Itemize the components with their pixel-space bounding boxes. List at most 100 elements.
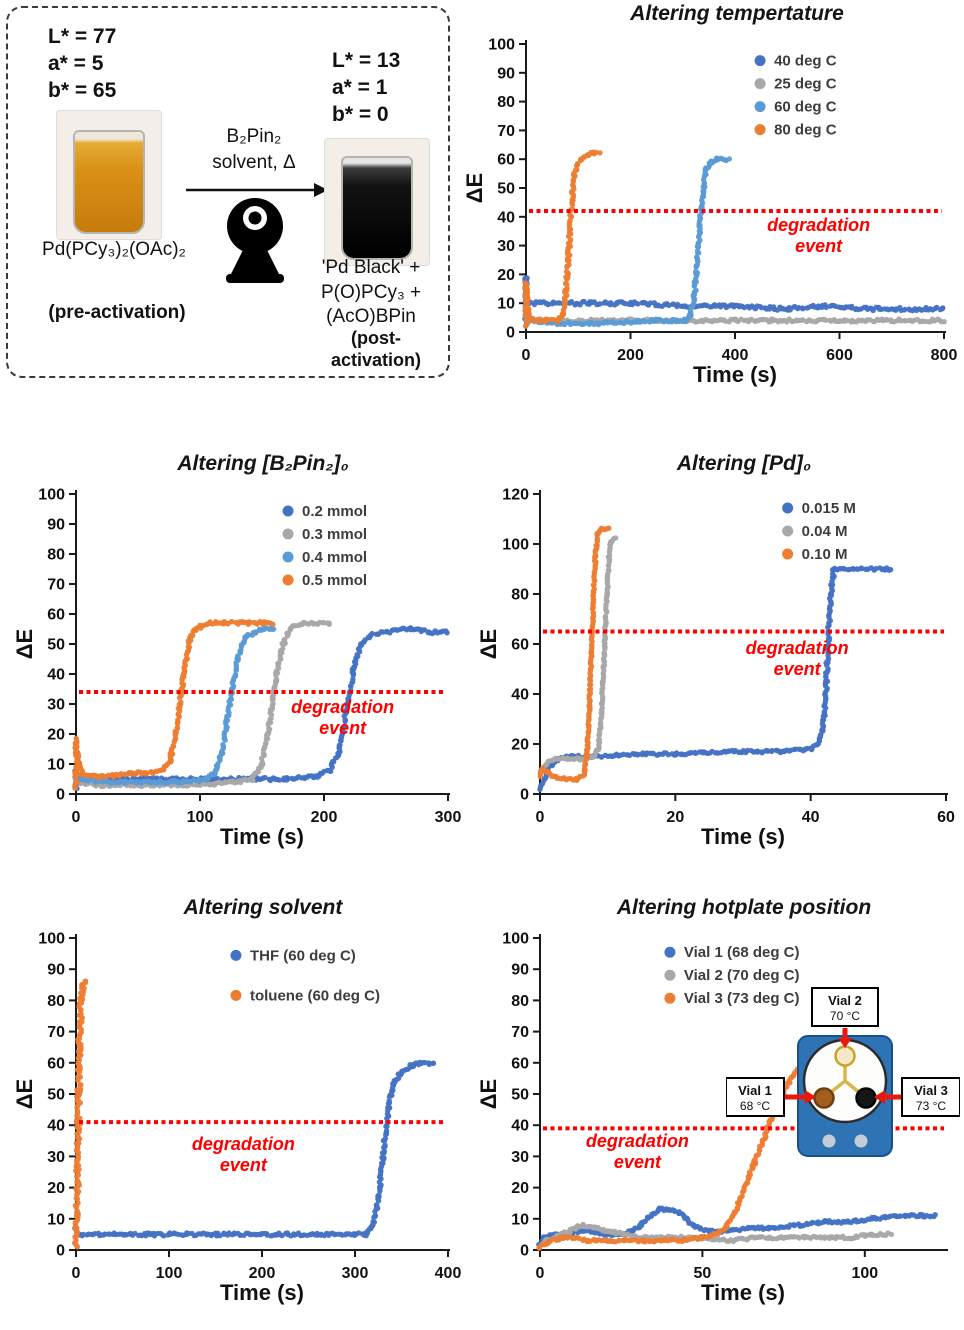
- post-activation-caption: (post- activation): [330, 328, 422, 370]
- svg-text:60: 60: [47, 607, 65, 624]
- vial-1-label-box: [726, 1077, 785, 1117]
- svg-text:40: 40: [47, 667, 65, 684]
- svg-text:0: 0: [520, 787, 529, 804]
- svg-text:50: 50: [47, 1087, 65, 1104]
- svg-text:600: 600: [826, 347, 853, 364]
- vial-3-top-view: [855, 1087, 877, 1109]
- svg-text:300: 300: [435, 809, 462, 826]
- svg-text:40: 40: [497, 209, 515, 226]
- svg-text:degradation: degradation: [767, 215, 870, 235]
- svg-text:Vial 2 (70 deg C): Vial 2 (70 deg C): [684, 967, 800, 984]
- svg-text:100: 100: [502, 931, 529, 948]
- svg-text:Time (s): Time (s): [701, 824, 785, 849]
- svg-text:20: 20: [47, 727, 65, 744]
- svg-text:60 deg C: 60 deg C: [774, 99, 837, 116]
- svg-text:degradation: degradation: [192, 1134, 295, 1154]
- svg-text:30: 30: [511, 1149, 529, 1166]
- svg-text:100: 100: [187, 809, 214, 826]
- svg-text:40: 40: [511, 1118, 529, 1135]
- svg-text:20: 20: [511, 1180, 529, 1197]
- svg-text:0: 0: [56, 787, 65, 804]
- svg-text:20: 20: [47, 1180, 65, 1197]
- svg-text:120: 120: [502, 487, 529, 504]
- svg-text:80: 80: [47, 547, 65, 564]
- svg-text:event: event: [220, 1155, 268, 1175]
- svg-text:60: 60: [497, 152, 515, 169]
- svg-text:90: 90: [511, 962, 529, 979]
- svg-text:400: 400: [435, 1265, 462, 1282]
- svg-text:70: 70: [511, 1024, 529, 1041]
- svg-text:70: 70: [47, 577, 65, 594]
- svg-text:0.3 mmol: 0.3 mmol: [302, 526, 367, 543]
- svg-text:event: event: [319, 718, 367, 738]
- chart-title-altering-hotplate-position: Altering hotplate position: [616, 896, 872, 919]
- svg-text:0: 0: [536, 809, 545, 826]
- arrowhead-to-vial-2: [838, 1038, 852, 1048]
- vial-2-label-box: [811, 987, 879, 1027]
- reaction-scheme-panel: L* = 77 a* = 5 b* = 65 Pd(PCy₃)₂(OAc)₂ (…: [6, 6, 450, 378]
- svg-text:60: 60: [47, 1055, 65, 1072]
- svg-text:30: 30: [47, 697, 65, 714]
- svg-text:40: 40: [511, 687, 529, 704]
- pre-activation-lab-values: L* = 77 a* = 5 b* = 65: [48, 25, 117, 102]
- vial-1-label: Vial 1: [738, 1083, 772, 1098]
- post-activation-lab-values: L* = 13 a* = 1 b* = 0: [332, 49, 401, 126]
- webcam-icon: [226, 198, 284, 283]
- svg-text:90: 90: [47, 517, 65, 534]
- post-activation-vial-photo: [324, 138, 430, 266]
- arrowhead-to-vial-1: [805, 1090, 816, 1104]
- svg-text:20: 20: [497, 267, 515, 284]
- svg-text:60: 60: [511, 637, 529, 654]
- vial-2-temp: 70 °C: [830, 1009, 860, 1023]
- svg-text:ΔE: ΔE: [12, 1079, 37, 1110]
- vial-3-label-box: [901, 1077, 960, 1117]
- svg-text:0.04 M: 0.04 M: [802, 523, 848, 540]
- vial-1-top-view: [813, 1087, 835, 1109]
- svg-text:degradation: degradation: [746, 638, 849, 658]
- vial-2-label: Vial 2: [828, 993, 862, 1008]
- svg-text:40 deg C: 40 deg C: [774, 53, 837, 70]
- chart-altering-solvent: Altering solvent 0 10 20 30 40 50 60 70 80 90 100 0…: [12, 896, 464, 1312]
- chart-canvas-altering-solvent: 0 10 20 30 40 50 60 70 80 90 100 0 100 200 300 400 Time …: [12, 931, 462, 1306]
- svg-text:0: 0: [520, 1243, 529, 1260]
- svg-text:event: event: [774, 659, 822, 679]
- svg-text:Time (s): Time (s): [220, 1280, 304, 1305]
- svg-text:400: 400: [722, 347, 749, 364]
- svg-text:200: 200: [311, 809, 338, 826]
- svg-text:200: 200: [249, 1265, 276, 1282]
- hotplate-knob-left: [822, 1134, 836, 1148]
- chart-title-altering-b2pin2: Altering [B₂Pin₂]₀: [177, 452, 349, 475]
- svg-text:THF (60 deg C): THF (60 deg C): [250, 947, 356, 964]
- svg-text:40: 40: [47, 1118, 65, 1135]
- svg-text:degradation: degradation: [291, 697, 394, 717]
- svg-text:80 deg C: 80 deg C: [774, 122, 837, 139]
- svg-text:50: 50: [47, 637, 65, 654]
- svg-text:ΔE: ΔE: [476, 629, 501, 660]
- svg-text:degradation: degradation: [586, 1131, 689, 1151]
- svg-text:100: 100: [851, 1265, 878, 1282]
- conditions-label: solvent, Δ: [212, 152, 296, 173]
- svg-text:ΔE: ΔE: [476, 1079, 501, 1110]
- svg-text:90: 90: [47, 962, 65, 979]
- chart-canvas-altering-hotplate-position: 0 10 20 30 40 50 60 70 80 90 100 0 50 100 Time (s) ΔE de…: [476, 931, 948, 1305]
- post-activation-formula: 'Pd Black' + P(O)PCy₃ + (AcO)BPin: [320, 257, 422, 328]
- svg-text:100: 100: [502, 537, 529, 554]
- chart-title-altering-temperature: Altering tempertature: [630, 2, 844, 25]
- svg-text:0: 0: [536, 1265, 545, 1282]
- vial-3-temp: 73 °C: [916, 1099, 946, 1113]
- vial-1-temp: 68 °C: [740, 1099, 770, 1113]
- vial-2-top-view: [834, 1045, 856, 1067]
- svg-text:80: 80: [511, 587, 529, 604]
- hotplate-knob-right: [854, 1134, 868, 1148]
- chart-canvas-altering-temperature: 0 10 20 30 40 50 60 70 80 90 100 0 200 400 600 800 Time …: [462, 37, 957, 388]
- svg-text:0: 0: [506, 325, 515, 342]
- svg-text:100: 100: [38, 931, 65, 948]
- svg-text:80: 80: [497, 94, 515, 111]
- svg-text:30: 30: [497, 238, 515, 255]
- svg-text:0.2 mmol: 0.2 mmol: [302, 503, 367, 520]
- chart-altering-b2pin2: Altering [B₂Pin₂]₀ 0 10 20 30 40 50 60 70 80 90 10…: [12, 452, 464, 856]
- chart-altering-hotplate-position: Altering hotplate position 0 10 20 30 40 50 60…: [476, 896, 962, 1312]
- svg-text:70: 70: [497, 123, 515, 140]
- svg-text:event: event: [795, 236, 843, 256]
